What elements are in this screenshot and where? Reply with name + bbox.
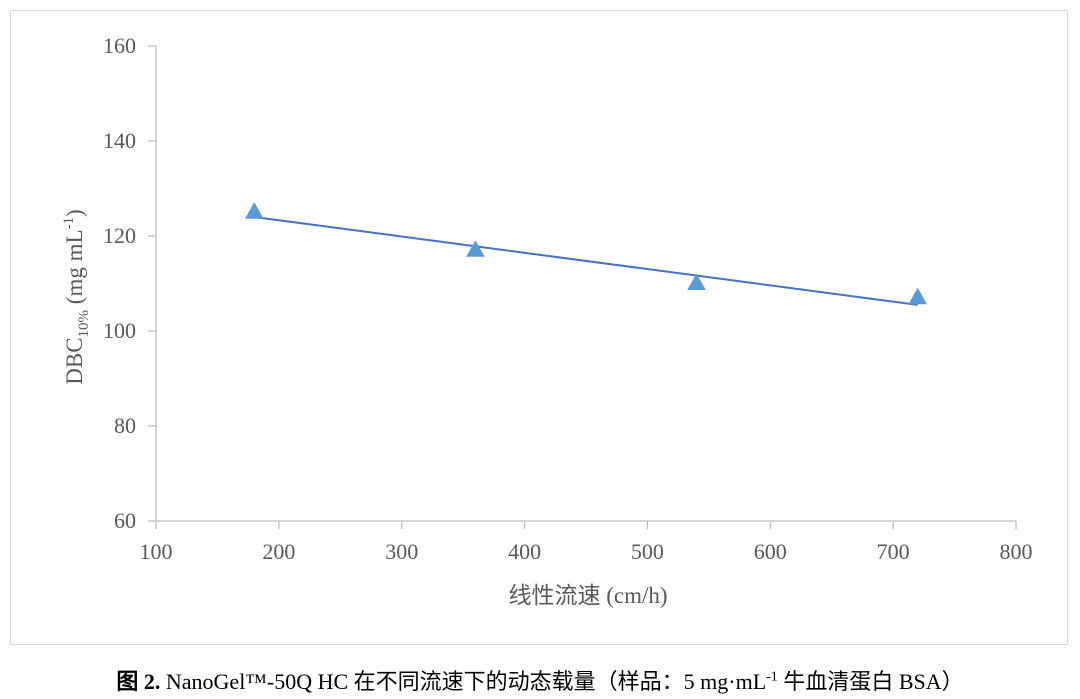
x-tick-label: 700 xyxy=(877,539,910,564)
x-tick-label: 600 xyxy=(754,539,787,564)
trendline-layer xyxy=(254,216,918,306)
caption-text-end: 牛血清蛋白 BSA） xyxy=(777,669,964,694)
caption-sup: -1 xyxy=(766,669,778,685)
x-tick-label: 100 xyxy=(140,539,173,564)
data-point xyxy=(908,287,928,305)
x-tick-label: 400 xyxy=(508,539,541,564)
x-axis-title: 线性流速 (cm/h) xyxy=(508,583,667,608)
figure-label: 图 2. xyxy=(116,669,161,694)
y-axis-title-close: ) xyxy=(62,209,87,217)
x-tick-label: 800 xyxy=(1000,539,1033,564)
data-point xyxy=(687,273,706,290)
trendline xyxy=(254,216,918,306)
y-axis-title-sup: -1 xyxy=(61,217,77,230)
chart-plot: 60 80 100 120 140 160 100 200 300 400 500 600 700 800… xyxy=(61,33,1033,608)
y-axis-title-unit: (mg mL xyxy=(62,229,87,310)
data-point xyxy=(466,240,485,257)
x-tick-label: 300 xyxy=(385,539,418,564)
y-tick-label: 120 xyxy=(103,223,136,248)
y-axis-title-sub: 10% xyxy=(76,310,92,338)
figure-caption: 图 2. NanoGel™-50Q HC 在不同流速下的动态载量（样品：5 mg… xyxy=(0,664,1080,696)
x-tick-label: 500 xyxy=(631,539,664,564)
x-tick-label: 200 xyxy=(262,539,295,564)
y-tick-label: 160 xyxy=(103,33,136,58)
y-tick-label: 140 xyxy=(103,128,136,153)
y-axis-title-main: DBC xyxy=(62,337,87,384)
chart-frame: 60 80 100 120 140 160 100 200 300 400 500 600 700 800… xyxy=(10,10,1068,645)
y-tick-label: 60 xyxy=(114,508,136,533)
y-tick-label: 80 xyxy=(114,413,136,438)
data-markers xyxy=(244,202,928,305)
caption-text: NanoGel™-50Q HC 在不同流速下的动态载量（样品：5 mg·mL xyxy=(160,669,767,694)
axes: 60 80 100 120 140 160 100 200 300 400 500 600 700 800 xyxy=(103,33,1033,564)
y-tick-label: 100 xyxy=(103,318,136,343)
data-point xyxy=(244,202,264,219)
y-axis-title: DBC10% (mg mL-1) xyxy=(61,209,92,384)
